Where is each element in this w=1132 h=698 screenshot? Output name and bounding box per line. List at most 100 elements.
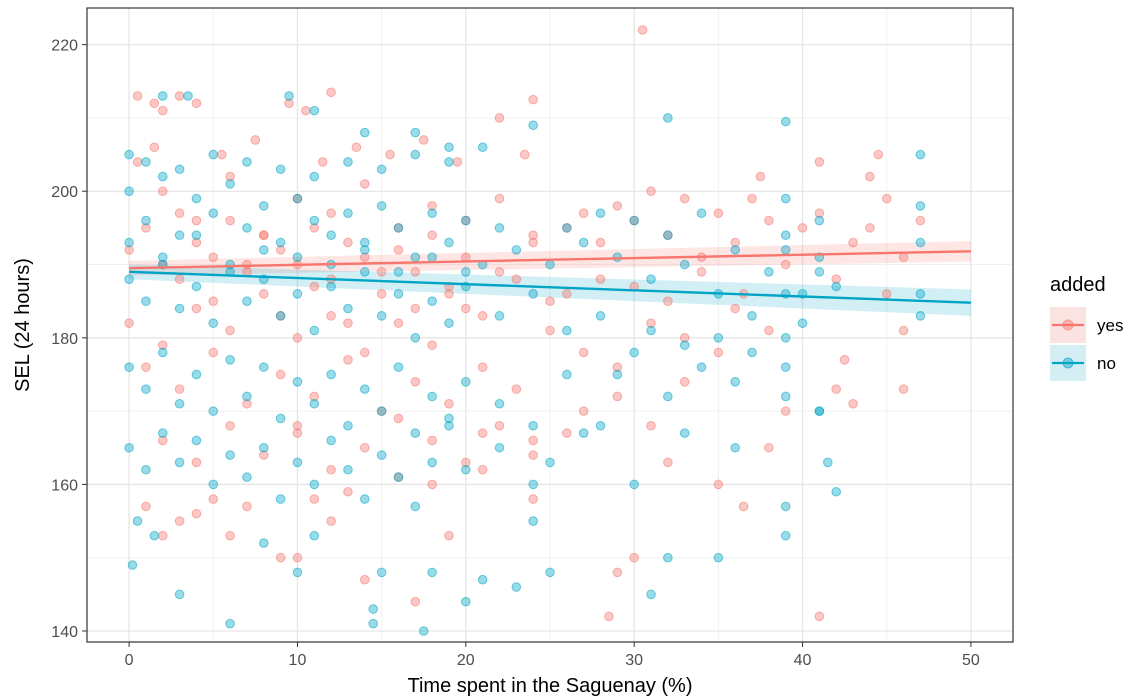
point-yes bbox=[738, 501, 749, 512]
point-yes bbox=[376, 289, 387, 299]
panel-border bbox=[86, 7, 1014, 643]
point-no bbox=[461, 267, 471, 277]
point-no bbox=[823, 457, 833, 468]
point-no bbox=[444, 420, 454, 431]
point-no bbox=[360, 127, 370, 138]
point-yes bbox=[730, 237, 741, 248]
point-no bbox=[191, 193, 202, 204]
point-yes bbox=[612, 567, 623, 578]
point-no bbox=[393, 267, 404, 277]
point-yes bbox=[309, 494, 320, 504]
confidence-band-yes bbox=[129, 241, 971, 276]
point-no bbox=[780, 230, 791, 241]
point-no bbox=[208, 208, 219, 219]
point-no bbox=[360, 494, 370, 504]
point-no bbox=[511, 582, 522, 592]
point-no bbox=[696, 208, 707, 219]
point-yes bbox=[208, 494, 219, 504]
point-no bbox=[393, 223, 404, 233]
point-yes bbox=[242, 398, 252, 409]
point-no bbox=[309, 325, 320, 336]
point-yes bbox=[797, 223, 808, 233]
point-no bbox=[780, 333, 791, 343]
point-no bbox=[292, 193, 303, 204]
point-yes bbox=[915, 215, 926, 226]
point-no bbox=[376, 450, 387, 460]
point-yes bbox=[747, 193, 757, 204]
point-yes bbox=[865, 171, 875, 182]
point-no bbox=[461, 464, 471, 475]
trend-line-no bbox=[129, 270, 971, 304]
point-no bbox=[309, 215, 320, 226]
point-yes bbox=[528, 494, 538, 504]
point-yes bbox=[814, 208, 825, 219]
point-yes bbox=[275, 369, 286, 380]
point-no bbox=[141, 157, 151, 167]
legend-label-no: no bbox=[1097, 354, 1116, 373]
point-yes bbox=[873, 149, 884, 160]
point-yes bbox=[343, 237, 353, 248]
point-yes bbox=[360, 347, 370, 358]
point-yes bbox=[461, 303, 471, 314]
point-yes bbox=[562, 289, 572, 299]
point-yes bbox=[326, 464, 336, 475]
point-yes bbox=[191, 215, 202, 226]
point-yes bbox=[191, 237, 202, 248]
point-yes bbox=[258, 289, 269, 299]
point-no bbox=[427, 391, 437, 402]
point-yes bbox=[225, 215, 235, 226]
point-yes bbox=[612, 391, 623, 402]
point-no bbox=[242, 391, 252, 402]
point-yes bbox=[898, 325, 909, 336]
point-no bbox=[242, 296, 252, 306]
point-yes bbox=[208, 296, 219, 306]
point-no bbox=[208, 479, 219, 490]
point-no bbox=[747, 347, 757, 358]
point-yes bbox=[410, 267, 421, 277]
point-no bbox=[545, 259, 555, 270]
point-no bbox=[629, 479, 639, 490]
point-yes bbox=[317, 157, 328, 167]
point-yes bbox=[545, 325, 555, 336]
point-no bbox=[292, 377, 303, 387]
point-yes bbox=[376, 267, 387, 277]
point-no bbox=[646, 589, 656, 600]
point-yes bbox=[713, 347, 724, 358]
point-no bbox=[528, 516, 538, 526]
point-yes bbox=[242, 501, 252, 512]
point-no bbox=[915, 149, 926, 160]
point-no bbox=[360, 384, 370, 394]
point-yes bbox=[174, 274, 185, 284]
point-no bbox=[461, 215, 471, 226]
point-yes bbox=[225, 420, 235, 431]
point-yes bbox=[528, 237, 538, 248]
point-no bbox=[545, 457, 555, 468]
y-tick-label: 180 bbox=[51, 331, 78, 348]
point-no bbox=[275, 164, 286, 175]
point-no bbox=[679, 259, 690, 270]
point-yes bbox=[149, 98, 160, 109]
point-yes bbox=[225, 171, 235, 182]
y-tick-label: 140 bbox=[51, 624, 78, 641]
point-no bbox=[124, 237, 134, 248]
point-yes bbox=[191, 457, 202, 468]
point-yes bbox=[360, 252, 370, 263]
point-yes bbox=[604, 611, 614, 622]
legend-title: added bbox=[1050, 274, 1106, 296]
y-tick-label: 200 bbox=[51, 184, 78, 201]
point-no bbox=[427, 252, 437, 263]
point-no bbox=[225, 259, 235, 270]
point-no bbox=[444, 318, 454, 328]
point-no bbox=[376, 311, 387, 321]
legend-item-no: no bbox=[1050, 345, 1116, 381]
x-axis-title: Time spent in the Saguenay (%) bbox=[408, 675, 693, 697]
point-yes bbox=[452, 157, 463, 167]
point-no bbox=[528, 479, 538, 490]
point-no bbox=[343, 157, 353, 167]
point-yes bbox=[865, 223, 875, 233]
y-tick-label: 220 bbox=[51, 38, 78, 55]
point-yes bbox=[730, 303, 741, 314]
point-no bbox=[663, 230, 673, 241]
point-yes bbox=[595, 274, 606, 284]
trend-lines bbox=[129, 250, 971, 304]
